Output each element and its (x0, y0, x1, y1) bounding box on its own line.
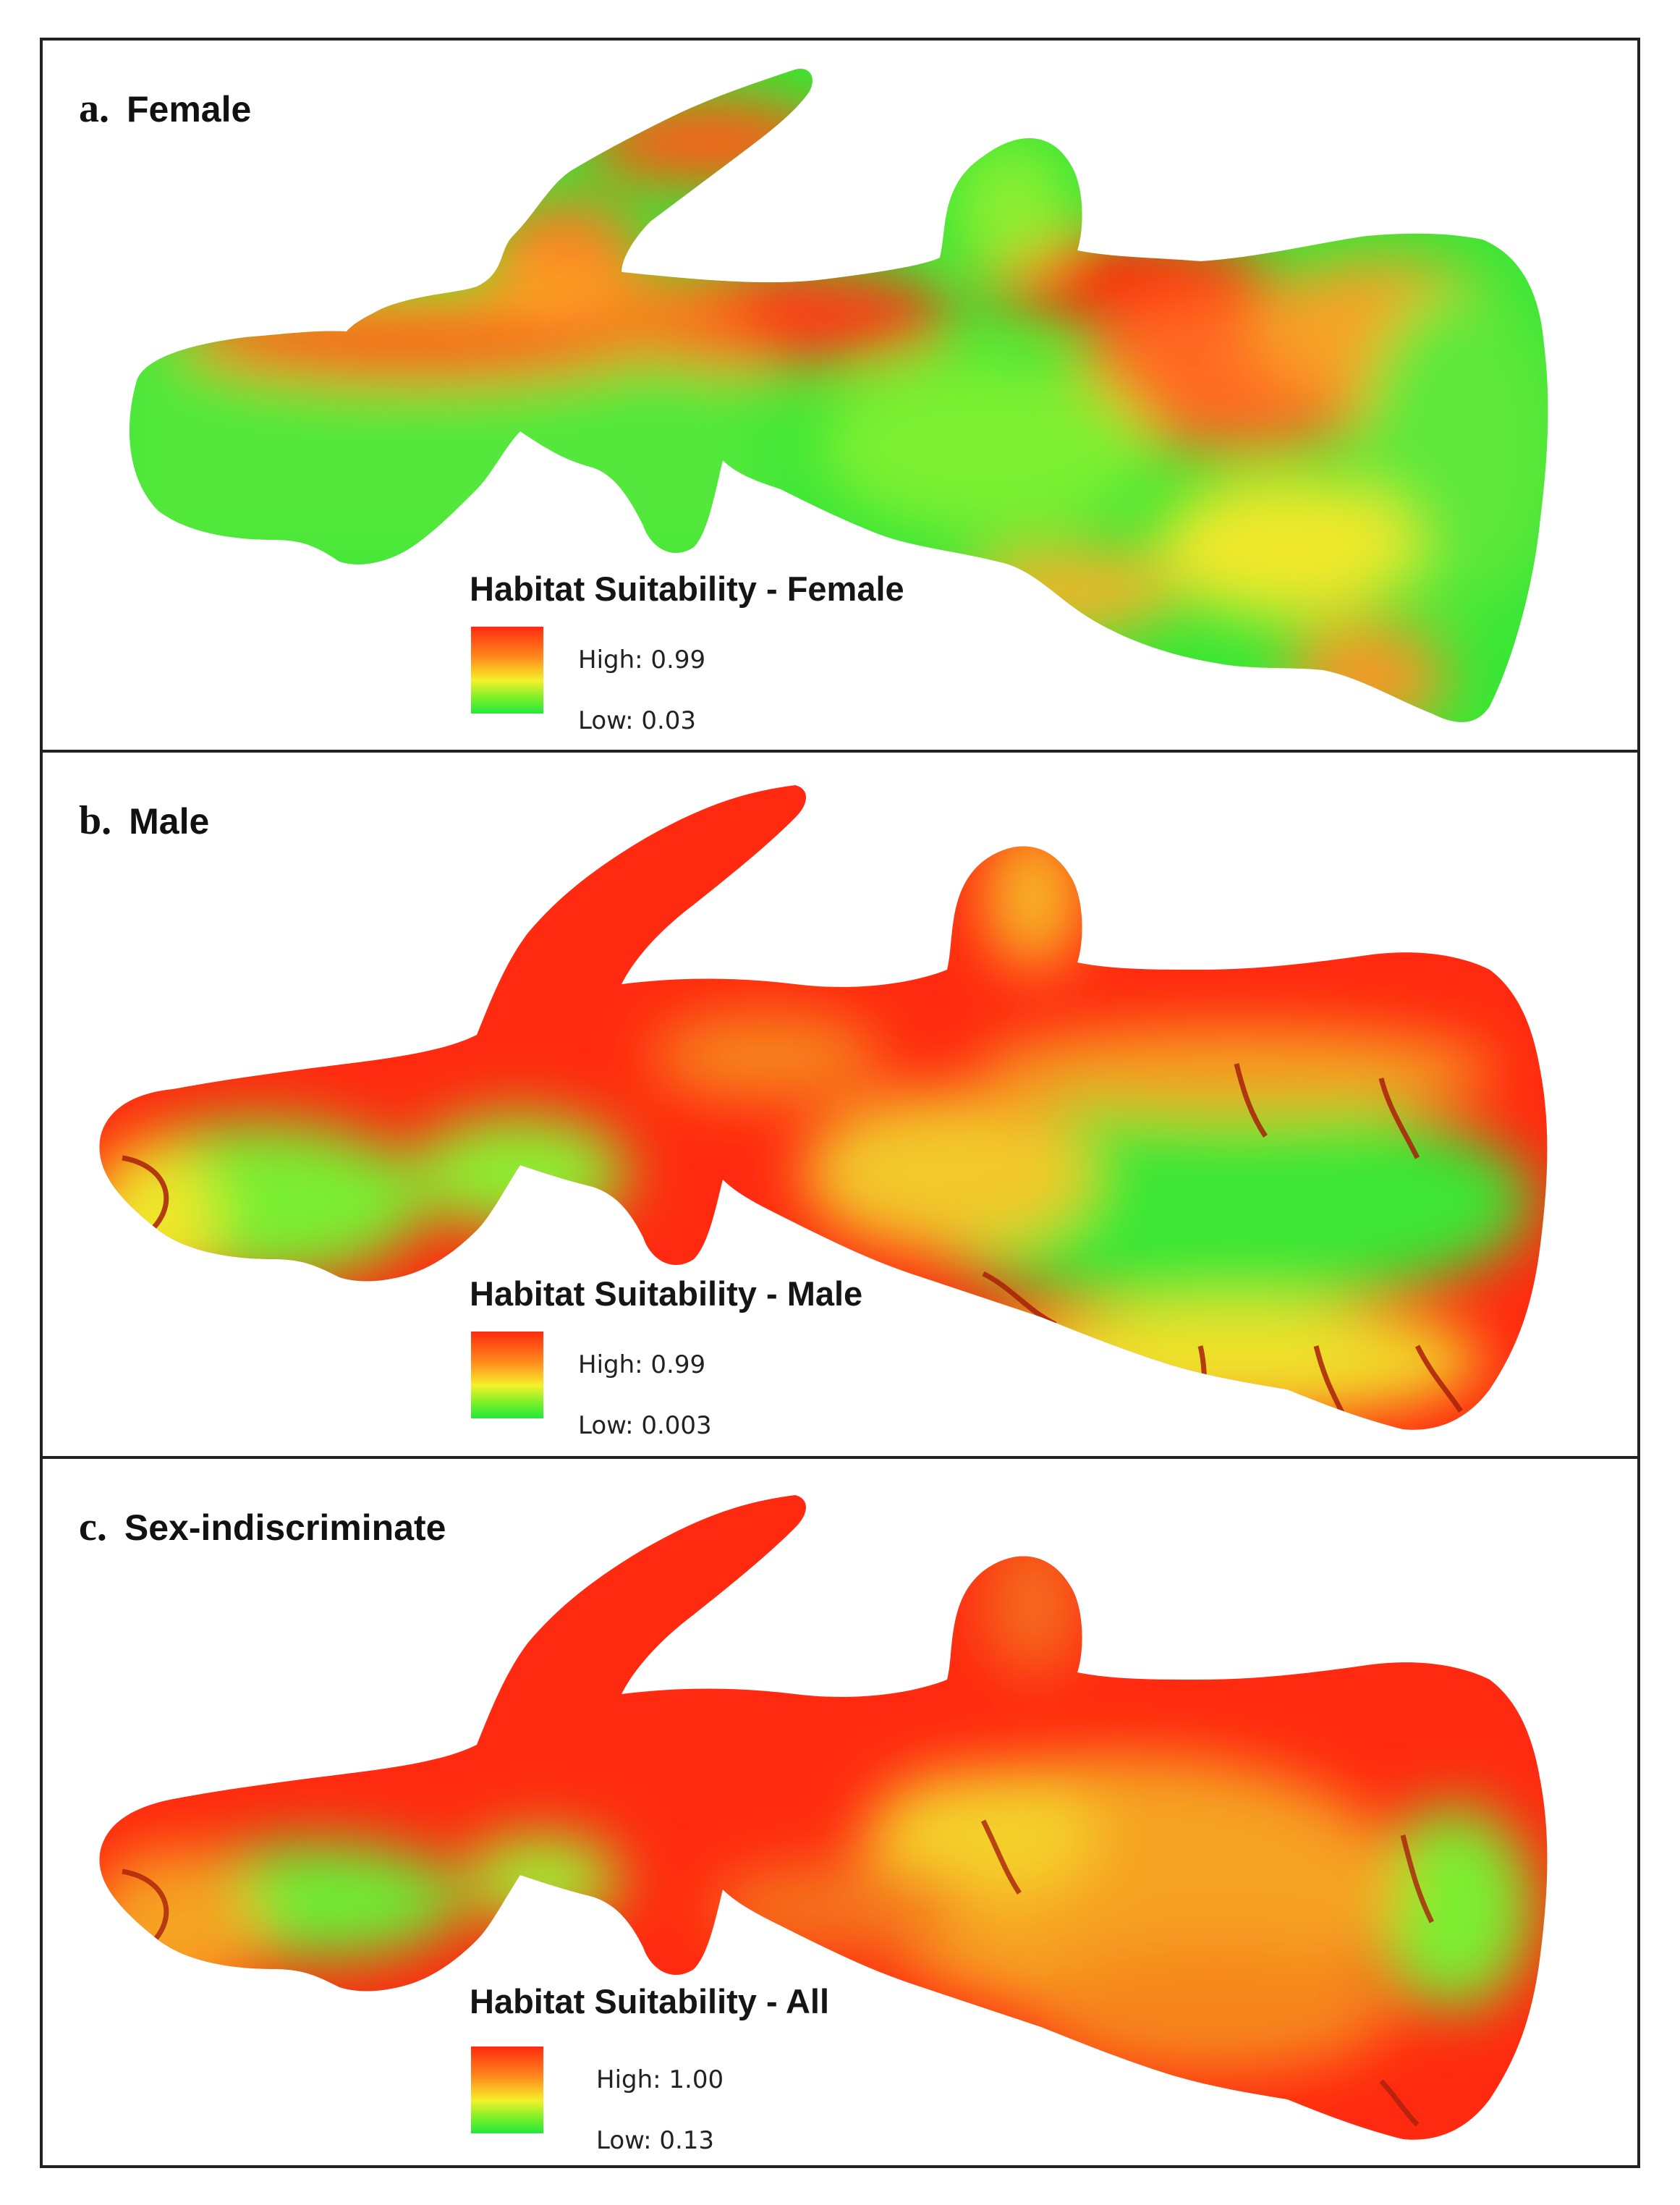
legend-gradient (471, 1332, 543, 1418)
habitat-map-male (99, 785, 1548, 1430)
panel-letter: a. (79, 86, 109, 131)
panel-heading: b. Male (79, 797, 209, 844)
panel-heading: a. Female (79, 85, 251, 132)
panel-female: a. Female Habitat Suitability - Female H… (40, 38, 1640, 753)
legend-high-label: High: 0.99 (578, 646, 706, 674)
legend-low-label: Low: 0.13 (596, 2126, 715, 2155)
habitat-map-female (130, 69, 1548, 722)
legend-title: Habitat Suitability - Male (470, 1274, 863, 1313)
legend-gradient (471, 2047, 543, 2133)
legend-male: Habitat Suitability - Male High: 0.99 Lo… (470, 1274, 1121, 1447)
legend-all: Habitat Suitability - All High: 1.00 Low… (470, 1981, 1121, 2155)
legend-high-label: High: 0.99 (578, 1350, 706, 1379)
panel-sex-indiscriminate: c. Sex-indiscriminate Habitat Suitabilit… (40, 1456, 1640, 2168)
legend-title: Habitat Suitability - All (470, 1982, 830, 2020)
legend-high-label: High: 1.00 (596, 2065, 724, 2094)
panel-title: Sex-indiscriminate (124, 1507, 446, 1548)
panel-letter: c. (79, 1504, 107, 1549)
panel-title: Female (127, 89, 252, 130)
panel-heading: c. Sex-indiscriminate (79, 1504, 446, 1550)
habitat-map-all (99, 1495, 1548, 2140)
legend-gradient (471, 627, 543, 714)
legend-low-label: Low: 0.03 (578, 706, 697, 735)
panel-male: b. Male Habitat Suitability - Male High:… (40, 750, 1640, 1459)
panel-title: Male (129, 801, 210, 842)
legend-female: Habitat Suitability - Female High: 0.99 … (470, 569, 1121, 742)
legend-low-label: Low: 0.003 (578, 1411, 712, 1440)
panel-letter: b. (79, 798, 112, 843)
legend-title: Habitat Suitability - Female (470, 570, 904, 608)
